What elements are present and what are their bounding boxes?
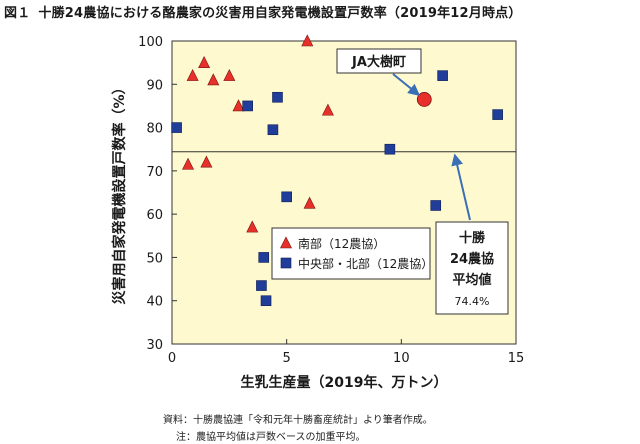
data-point-triangle: [303, 196, 316, 209]
figure-title: 図１ 十勝24農協における酪農家の災害用自家発電機設置戸数率（2019年12月時点…: [4, 2, 522, 21]
axes-layer: 30 40 50 60 70 80 90 100 0 5 10 15 生乳生産量（2019年、万トン） 災…: [111, 35, 524, 391]
data-point-square: [280, 257, 292, 269]
data-point-square: [437, 70, 448, 81]
data-point-square: [384, 143, 396, 155]
legend-entry-label: 南部（12農協）: [298, 236, 385, 251]
average-annotation-box: [435, 221, 509, 315]
data-point-square: [258, 252, 270, 263]
data-point-triangle: [321, 103, 334, 116]
y-tick-label: 40: [146, 295, 163, 310]
data-point-triangle: [182, 157, 195, 170]
data-point-triangle: [198, 55, 211, 68]
data-point-triangle: [200, 155, 213, 168]
average-annotation-line: 平均値: [452, 272, 491, 288]
y-tick-label: 50: [146, 251, 163, 266]
data-point-triangle: [186, 68, 199, 81]
average-arrow: [451, 153, 471, 221]
data-point-square: [272, 91, 283, 103]
y-tick-label: 60: [146, 208, 163, 223]
data-point-square: [430, 200, 442, 211]
average-annotation-line: 74.4%: [455, 295, 490, 308]
legend-box: [271, 227, 431, 280]
x-axis-label: 生乳生産量（2019年、万トン）: [241, 374, 448, 391]
data-point-square: [260, 295, 272, 307]
y-tick-label: 90: [146, 78, 163, 93]
data-point-square: [171, 122, 182, 133]
x-tick-label: 10: [393, 351, 410, 366]
data-point-square: [492, 109, 503, 120]
points-layer: [171, 34, 503, 307]
highlight-arrow: [392, 73, 421, 96]
data-point-triangle: [223, 68, 236, 81]
legend-layer: 南部（12農協） 中央部・北部（12農協）: [271, 227, 433, 280]
y-tick-label: 80: [146, 122, 163, 137]
figure-title-text: 十勝24農協における酪農家の災害用自家発電機設置戸数率（2019年12月時点）: [38, 6, 522, 21]
highlight-label: JA大樹町: [351, 54, 406, 70]
data-point-triangle: [301, 34, 314, 47]
data-point-square: [267, 124, 279, 136]
data-point-triangle: [232, 99, 245, 112]
source-note: 資料：十勝農協連「令和元年十勝畜産統計」より筆者作成。: [163, 415, 433, 426]
x-tick-label: 15: [508, 351, 525, 366]
data-point-square: [281, 191, 292, 203]
average-annotation-line: 24農協: [450, 251, 494, 267]
data-point-square: [256, 280, 267, 291]
legend-entry-label: 中央部・北部（12農協）: [298, 256, 433, 271]
data-point-square: [242, 100, 253, 112]
figure-label: 図１: [4, 6, 31, 21]
y-tick-label: 30: [146, 338, 163, 353]
x-tick-label: 5: [283, 351, 291, 366]
data-point-triangle: [280, 236, 292, 249]
highlight-label-box: [336, 48, 422, 74]
average-annotation-line: 十勝: [459, 230, 486, 246]
y-tick-label: 70: [146, 165, 163, 180]
highlight-point-ja-taiki: [416, 92, 432, 107]
x-tick-label: 0: [168, 351, 176, 366]
y-tick-label: 100: [138, 35, 163, 50]
data-point-triangle: [246, 220, 259, 233]
footnote: 注：農協平均値は戸数ベースの加重平均。: [176, 432, 366, 443]
data-point-triangle: [207, 73, 220, 86]
y-axis-label: 災害用自家発電機設置戸数率（%）: [111, 80, 128, 304]
